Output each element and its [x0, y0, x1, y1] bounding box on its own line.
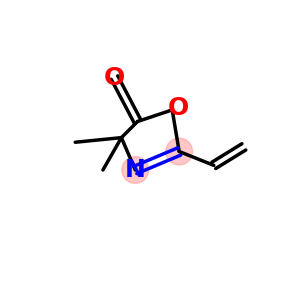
Circle shape	[122, 157, 149, 183]
Text: N: N	[125, 158, 146, 182]
Text: O: O	[104, 66, 125, 90]
Circle shape	[166, 138, 193, 165]
Text: O: O	[167, 96, 189, 120]
